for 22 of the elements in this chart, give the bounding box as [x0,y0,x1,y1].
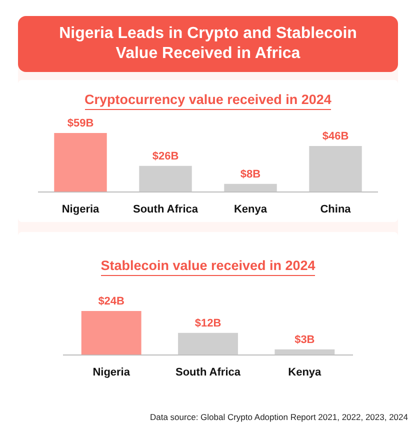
chart-title: Nigeria Leads in Crypto and Stablecoin Value Received in Africa [18,16,398,72]
x-tick-label: Kenya [288,366,322,378]
bar [309,146,362,192]
x-tick-label: Kenya [234,203,268,216]
bar [224,184,277,192]
data-label: $8B [240,168,261,180]
data-label: $46B [322,130,349,142]
source-note: Data source: Global Crypto Adoption Report 2021, 2022, 2023, 2024 [150,412,408,422]
data-label: $59B [67,118,94,130]
data-label: $3B [294,334,315,346]
bar [139,166,192,192]
chart-title: Stablecoin value received in 2024 [100,258,316,276]
chart-subtitle: Cryptocurrency value received in 2024 [84,92,332,110]
bar [54,132,107,192]
x-tick-label: Nigeria [92,366,131,378]
data-label: $24B [98,295,125,308]
x-tick-label: Nigeria [62,203,100,216]
data-label: $26B [152,150,179,162]
x-tick-label: South Africa [176,366,242,378]
x-tick-label: South Africa [133,203,199,216]
x-tick-label: China [320,203,352,216]
data-label: $12B [194,317,222,330]
